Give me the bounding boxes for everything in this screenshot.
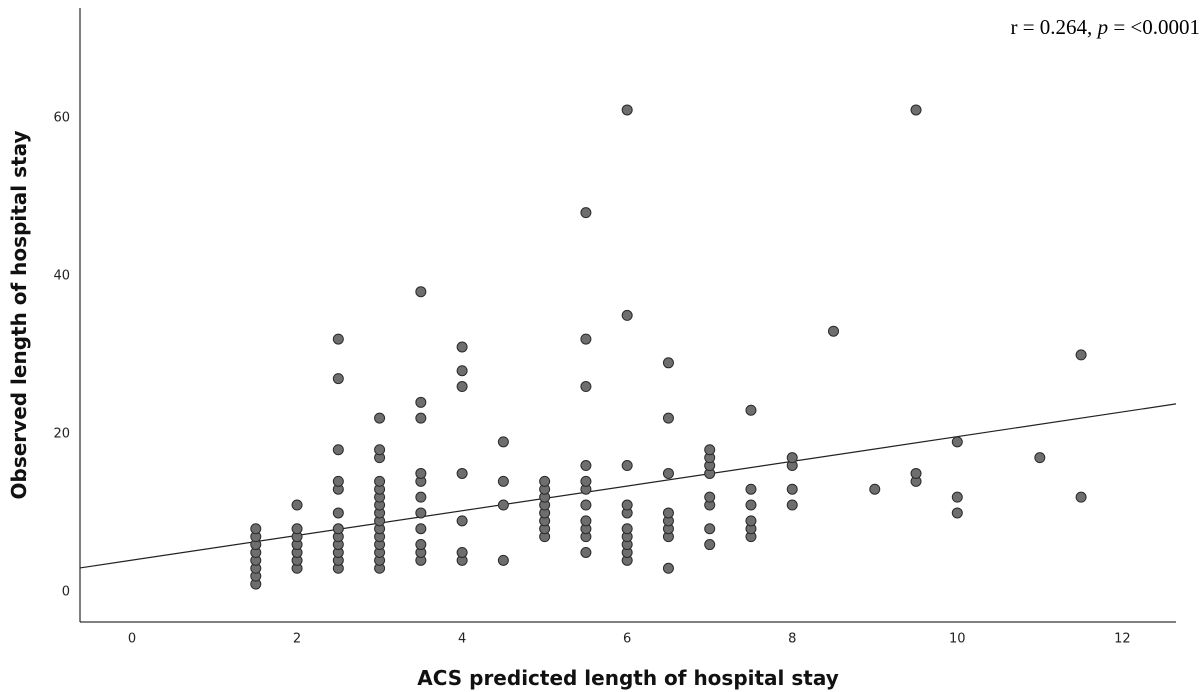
point [580,381,592,393]
x-tick-label: 6 [623,632,631,647]
point [580,515,592,527]
point [786,483,798,495]
point [374,475,386,487]
point [828,325,839,337]
point [332,507,344,519]
point [704,539,716,551]
point [415,491,427,503]
point [951,436,963,448]
point [415,286,427,298]
point [580,460,592,472]
point [497,499,509,511]
point [745,483,757,495]
point [456,341,468,353]
point [745,404,757,416]
y-tick-label: 40 [53,268,70,283]
point [662,412,674,424]
point [332,523,344,535]
point [662,357,674,369]
point [497,475,509,487]
point [415,396,427,408]
point [621,104,633,116]
point [456,467,468,479]
point [621,523,633,535]
point [456,381,468,393]
point [704,444,716,456]
point [786,499,798,511]
point [951,507,963,519]
point [415,539,427,551]
point [332,475,344,487]
point [704,491,716,503]
point [456,515,468,527]
point [745,515,757,527]
point [580,207,592,219]
point [456,546,468,558]
x-tick-label: 2 [293,632,301,647]
point [415,523,427,535]
point [580,475,592,487]
point [250,523,262,535]
point [869,483,881,495]
annotation: r = 0.264, p = <0.0001 [1010,15,1200,39]
x-tick-label: 12 [1114,632,1131,647]
point [1075,349,1087,361]
point [374,444,386,456]
point [332,333,344,345]
point [662,562,674,574]
point [580,546,592,558]
trend-line [79,403,1177,569]
point [621,460,633,472]
point [662,507,674,519]
x-tick-label: 0 [128,632,136,647]
annotation-text: r = 0.264, [1010,15,1097,39]
point [910,104,922,116]
point [539,475,551,487]
point [415,507,427,519]
y-axis-title: Observed length of hospital stay [7,131,31,500]
point [291,523,303,535]
x-tick-label: 8 [788,632,796,647]
point [745,499,757,511]
point [910,467,922,479]
x-tick-label: 4 [458,632,466,647]
point [332,444,344,456]
point [704,523,716,535]
point [291,499,303,511]
y-tick-label: 0 [62,584,70,599]
annotation-text: = <0.0001 [1108,15,1200,39]
point [332,373,344,385]
x-axis-title: ACS predicted length of hospital stay [417,666,839,690]
point [497,436,509,448]
point [456,365,468,377]
point [786,452,798,464]
point [621,499,633,511]
point [1034,452,1046,464]
point [497,554,509,566]
point [580,333,592,345]
point [415,412,427,424]
y-tick-label: 20 [53,426,70,441]
point [662,467,674,479]
y-tick-label: 60 [53,110,70,125]
point [621,309,633,321]
point [580,499,592,511]
point [1075,491,1087,503]
point [951,491,963,503]
annotation-italic: p [1096,15,1109,39]
x-tick-label: 10 [949,632,966,647]
point [415,467,427,479]
point [374,412,386,424]
